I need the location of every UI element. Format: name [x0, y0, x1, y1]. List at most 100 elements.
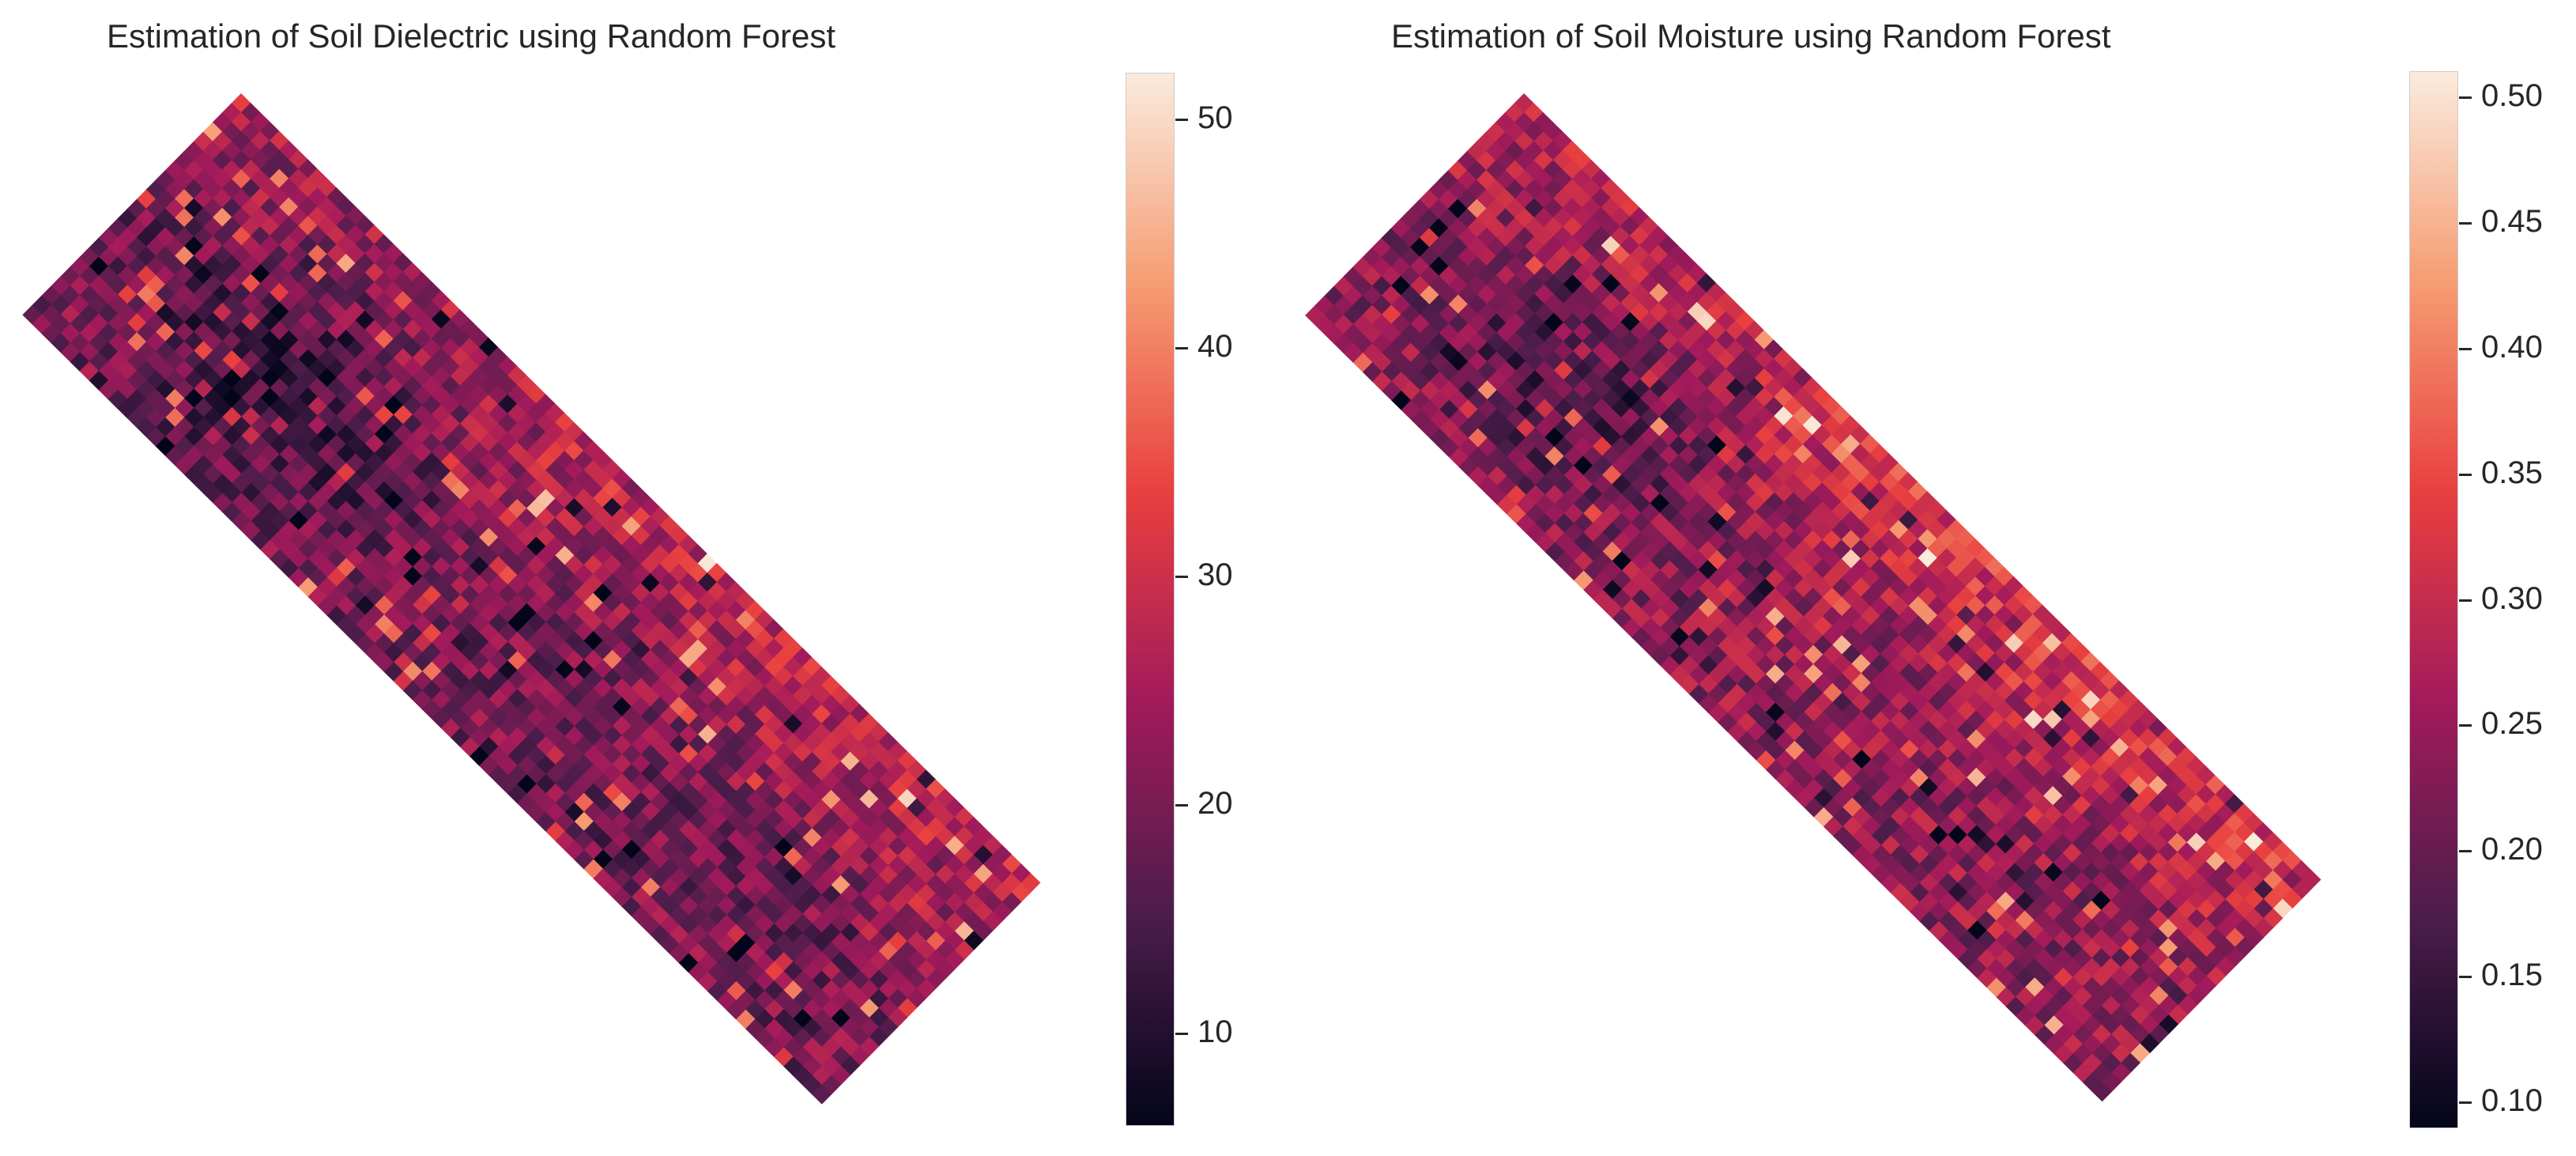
heatmap-cell — [270, 549, 290, 569]
heatmap-cell — [383, 662, 404, 682]
heatmap-cell — [145, 427, 166, 448]
colorbar-tick-label: 20 — [1197, 786, 1233, 822]
heatmap-cell — [193, 474, 213, 494]
chart-title: Estimation of Soil Dielectric using Rand… — [107, 17, 836, 55]
heatmap-cell — [574, 849, 594, 870]
heatmap-cell — [593, 868, 613, 889]
heatmap-cell — [60, 342, 81, 363]
colorbar-tick-mark — [2459, 976, 2472, 979]
heatmap-cell — [374, 652, 394, 673]
colorbar-tick-label: 0.15 — [2481, 958, 2543, 993]
heatmap-cell — [726, 999, 746, 1020]
colorbar-tick-label: 0.30 — [2481, 580, 2543, 616]
heatmap-cell — [2091, 1082, 2112, 1102]
heatmap-cell — [364, 643, 385, 663]
moisture-colorbar: 0.10 0.15 0.20 0.25 0.30 0.35 0.40 0.45 0.50 — [2409, 71, 2543, 1128]
colorbar-tick-mark — [1175, 576, 1188, 579]
colorbar-tick-mark — [2459, 724, 2472, 727]
heatmap-cell — [783, 1056, 804, 1077]
heatmap-cell — [736, 1009, 756, 1029]
colorbar-tick-mark — [1175, 804, 1188, 807]
colorbar-tick-mark — [2459, 850, 2472, 853]
colorbar-tick-mark — [2459, 96, 2472, 99]
heatmap-cell — [421, 699, 442, 720]
heatmap-cell — [251, 530, 271, 550]
heatmap-cell — [307, 587, 328, 607]
heatmap-cell — [460, 737, 480, 757]
heatmap-cell — [70, 352, 90, 372]
heatmap-cell — [183, 464, 204, 485]
heatmap-cell — [98, 380, 119, 400]
heatmap-cell — [545, 822, 566, 842]
heatmap-cell — [107, 389, 128, 410]
heatmap-cell — [317, 595, 338, 616]
colorbar-tick-mark — [2459, 347, 2472, 350]
colorbar-tick-mark — [2459, 221, 2472, 225]
colorbar-tick-mark — [1175, 346, 1188, 349]
heatmap-cell — [707, 981, 727, 1002]
colorbar-tick-mark — [2459, 1101, 2472, 1105]
heatmap-cell — [488, 765, 508, 785]
heatmap-cell — [336, 614, 356, 635]
heatmap-cell — [174, 455, 194, 475]
heatmap-cell — [41, 323, 62, 344]
moisture-heatmap — [1305, 93, 2321, 1102]
colorbar-tick-label: 0.35 — [2481, 455, 2543, 490]
heatmap-cell — [517, 793, 537, 814]
heatmap-cell — [203, 483, 223, 504]
heatmap-cell — [440, 718, 461, 739]
heatmap-cell — [479, 755, 499, 776]
dielectric-heatmap — [22, 93, 1041, 1105]
colorbar-tick-label: 0.20 — [2481, 832, 2543, 867]
heatmap-cell — [669, 943, 689, 964]
heatmap-cell — [393, 671, 413, 691]
heatmap-cell — [232, 512, 252, 531]
heatmap-cell — [802, 1075, 823, 1095]
heatmap-cell — [498, 774, 519, 795]
heatmap-cell — [241, 520, 262, 541]
colorbar-tick-mark — [1175, 1033, 1188, 1036]
colorbar-tick-mark — [1175, 118, 1188, 121]
heatmap-cell — [631, 906, 651, 926]
heatmap-cell — [764, 1037, 784, 1058]
heatmap-cell — [22, 304, 43, 325]
heatmap-cell — [507, 784, 528, 804]
heatmap-cell — [117, 399, 138, 419]
heatmap-cell — [89, 370, 109, 391]
heatmap-cell — [213, 493, 232, 513]
colorbar-tick-label: 40 — [1197, 328, 1233, 364]
colorbar-tick-mark — [2459, 599, 2472, 602]
dielectric-colorbar: 10 20 30 40 50 — [1126, 73, 1233, 1126]
heatmap-cell — [697, 972, 718, 992]
heatmap-cell — [526, 803, 547, 823]
heatmap-cell — [155, 436, 175, 456]
heatmap-cell — [222, 502, 243, 523]
heatmap-cell — [470, 746, 489, 766]
heatmap-cell — [345, 624, 366, 644]
heatmap-cells — [1305, 93, 2321, 1102]
colorbar-tick-label: 0.50 — [2481, 77, 2543, 113]
heatmap-cell — [774, 1047, 794, 1067]
heatmap-cell — [621, 897, 642, 917]
heatmap-cell — [793, 1066, 813, 1086]
heatmap-cell — [755, 1028, 775, 1048]
heatmap-cell — [164, 445, 185, 466]
heatmap-cell — [51, 333, 71, 353]
heatmap-cell — [602, 878, 623, 898]
heatmap-cell — [32, 314, 52, 334]
colorbar-tick-mark — [2459, 473, 2472, 476]
heatmap-cell — [640, 915, 661, 935]
heatmap-cell — [136, 417, 157, 438]
heatmap-cells — [22, 93, 1041, 1105]
heatmap-cell — [431, 708, 451, 729]
heatmap-cell — [745, 1018, 765, 1039]
heatmap-cell — [612, 887, 632, 908]
dielectric-panel: Estimation of Soil Dielectric using Rand… — [22, 17, 1233, 1126]
heatmap-cell — [326, 605, 347, 625]
heatmap-cell — [688, 962, 708, 983]
moisture-panel: Estimation of Soil Moisture using Random… — [1288, 0, 2576, 1156]
colorbar-tick-label: 0.45 — [2481, 203, 2543, 239]
heatmap-cell — [583, 859, 604, 879]
colorbar-tick-label: 0.25 — [2481, 706, 2543, 742]
heatmap-cell — [564, 840, 585, 860]
